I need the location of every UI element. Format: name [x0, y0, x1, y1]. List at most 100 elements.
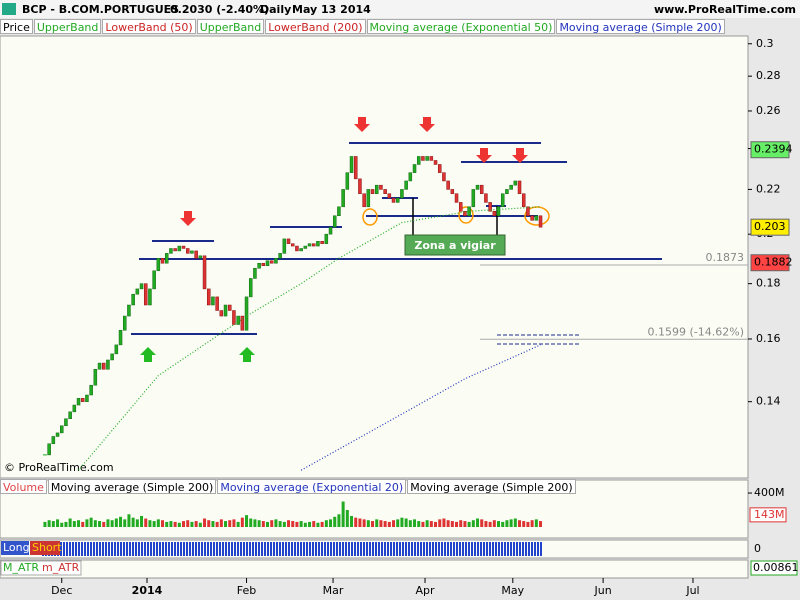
candle	[85, 394, 89, 402]
volume-bar	[324, 520, 328, 527]
signal-bar	[513, 542, 515, 556]
signal-bar	[165, 542, 167, 556]
candle	[416, 156, 421, 165]
volume-bar	[295, 521, 299, 527]
volume-bar	[47, 520, 51, 527]
signal-bar	[498, 542, 500, 556]
signal-bar	[216, 542, 218, 556]
x-tick-label: Mar	[323, 584, 344, 597]
candle	[152, 270, 156, 290]
candle	[513, 180, 518, 186]
volume-bar	[345, 510, 349, 527]
signal-bar	[429, 542, 431, 556]
signal-bar	[126, 542, 128, 556]
volume-bar	[177, 522, 181, 527]
signal-bar	[129, 542, 131, 556]
volume-bar	[85, 519, 89, 527]
signal-bar	[168, 542, 170, 556]
signal-bar	[390, 542, 392, 556]
signal-bar	[465, 542, 467, 556]
date: May 13 2014	[292, 3, 371, 16]
candle	[534, 215, 539, 221]
candle	[324, 233, 329, 244]
volume-bar	[203, 518, 207, 527]
overlay-line	[300, 344, 541, 471]
signal-bar	[117, 542, 119, 556]
candle	[253, 268, 257, 279]
volume-bar	[51, 521, 55, 527]
volume-bar	[287, 520, 291, 527]
signal-bar	[243, 542, 245, 556]
zone-label: Zona a vigiar	[414, 239, 496, 252]
volume-bar	[253, 519, 257, 527]
signal-bar	[363, 542, 365, 556]
candle	[521, 193, 526, 208]
volume-bar	[274, 519, 278, 527]
legend-entry: Moving average (Simple 200)	[47, 479, 217, 494]
volume-bar	[442, 518, 446, 527]
signal-bar	[210, 542, 212, 556]
volume-bar	[446, 520, 450, 527]
candle	[400, 189, 404, 199]
signal-bar	[318, 542, 320, 556]
candle	[295, 245, 299, 252]
x-tick-label: Jul	[685, 584, 699, 597]
volume-bar	[392, 520, 396, 527]
candle	[379, 184, 383, 190]
signal-bar	[291, 542, 293, 556]
signal-bar	[306, 542, 308, 556]
signal-bar	[225, 542, 227, 556]
volume-bar	[501, 521, 505, 527]
volume-bar	[492, 520, 496, 527]
legend-entry: LowerBand (200)	[265, 19, 366, 34]
signal-bar	[219, 542, 221, 556]
signal-bar	[120, 542, 122, 556]
volume-bar	[518, 520, 522, 527]
down-arrow	[512, 148, 528, 163]
signal-bar	[141, 542, 143, 556]
candle	[437, 164, 442, 173]
signal-bar	[483, 542, 485, 556]
volume-bar	[333, 516, 337, 527]
volume-bar	[509, 519, 513, 527]
signal-bar	[435, 542, 437, 556]
candle	[232, 310, 236, 325]
volume-bar	[350, 515, 354, 527]
candle	[118, 329, 123, 346]
volume-bar	[68, 518, 72, 527]
signal-bar	[261, 542, 263, 556]
candle	[316, 241, 320, 247]
volume-bar	[463, 521, 467, 527]
candle	[454, 193, 459, 203]
signal-bar	[300, 542, 302, 556]
zero-label: 0	[754, 542, 761, 555]
signal-bar	[516, 542, 518, 556]
candle	[374, 184, 379, 194]
signal-bar	[531, 542, 533, 556]
atr-value-box	[750, 560, 798, 576]
volume-bar	[417, 521, 421, 527]
signal-bar	[348, 542, 350, 556]
candle	[131, 293, 135, 306]
signal-bar	[378, 542, 380, 556]
candle	[286, 238, 291, 244]
legend-entry: Moving average (Simple 200)	[407, 479, 576, 494]
signal-bar	[156, 542, 158, 556]
signal-bar	[102, 542, 104, 556]
candle	[240, 315, 245, 331]
volume-bar	[413, 519, 417, 527]
candle	[290, 243, 295, 247]
volume-bar	[152, 521, 156, 527]
candle	[227, 304, 232, 311]
signal-bar	[540, 542, 542, 556]
candle	[198, 255, 203, 259]
signal-bar	[303, 542, 305, 556]
candle	[278, 253, 282, 259]
volume-bar	[110, 520, 114, 527]
signal-bar	[360, 542, 362, 556]
signal-bar	[501, 542, 503, 556]
candle	[59, 425, 64, 434]
candle	[446, 180, 450, 190]
level-label: 0.1873	[706, 251, 745, 264]
candle	[139, 283, 144, 290]
